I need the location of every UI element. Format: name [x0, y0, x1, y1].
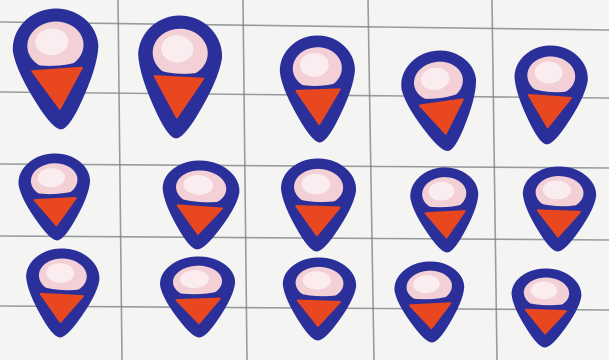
cone-fill [524, 308, 567, 335]
scoop-highlight [428, 181, 455, 201]
scoop-highlight [46, 263, 75, 283]
cone-rim [521, 86, 579, 99]
cone-fill [536, 209, 581, 238]
cone-rim [411, 90, 470, 105]
ice-cream-cone-drawing [394, 261, 465, 343]
cone-rim [289, 197, 348, 209]
cone-rim [530, 202, 588, 213]
cone-fill [424, 210, 466, 239]
scoop-highlight [530, 281, 558, 300]
ice-cream-cone-drawing [401, 50, 477, 152]
scoop-highlight [180, 270, 209, 289]
cone-rim [170, 197, 230, 209]
cone-fill [409, 302, 452, 330]
scoop-highlight [534, 61, 563, 84]
cone-fill [39, 292, 84, 323]
grid-line-vertical [367, 0, 375, 360]
ice-cream-cone-drawing [18, 153, 91, 241]
ice-cream-cone-drawing [279, 35, 355, 143]
grid-line-vertical [117, 0, 123, 360]
ice-cream-cone-drawing [26, 248, 100, 338]
scoop-highlight [35, 28, 69, 56]
cone-fill [527, 94, 572, 129]
scoop-highlight [301, 173, 331, 195]
scoop-highlight [183, 175, 214, 195]
ice-cream-cone-drawing [138, 15, 222, 139]
cone-drawings [12, 8, 597, 348]
ice-cream-cone-drawing [162, 160, 240, 250]
grid-line-vertical [491, 0, 498, 360]
scoop-highlight [413, 275, 440, 294]
cone-rim [518, 301, 574, 312]
cone-fill [296, 299, 341, 327]
cone-rim [168, 290, 227, 301]
scoop-highlight [302, 271, 331, 290]
ice-cream-cone-drawing [160, 256, 236, 338]
cone-rim [27, 189, 83, 201]
scoop-highlight [542, 180, 571, 200]
cone-fill [418, 98, 464, 135]
cone-rim [33, 285, 91, 297]
grid-line-horizontal [0, 21, 609, 31]
cone-fill [175, 297, 221, 325]
cone-rim [288, 81, 347, 92]
cone-fill [33, 196, 77, 227]
ice-cream-cone-drawing [280, 158, 357, 252]
ice-cream-cone-drawing [12, 8, 99, 130]
cone-rim [290, 292, 348, 303]
cone-fill [295, 88, 341, 126]
ice-cream-cone-drawing [514, 45, 588, 145]
cone-fill [153, 75, 205, 119]
cone-fill [176, 204, 223, 235]
cone-rim [402, 295, 457, 306]
scoop-highlight [299, 53, 329, 77]
cone-rim [418, 202, 472, 214]
scoop-highlight [420, 67, 450, 91]
scoop-highlight [37, 168, 66, 188]
ice-cream-cone-drawing [511, 268, 582, 348]
cone-fill [31, 66, 83, 110]
ice-cream-cone-drawing [410, 167, 479, 253]
cone-fill [295, 205, 341, 237]
grid-line-vertical [242, 0, 248, 360]
ice-cream-cone-drawing [522, 166, 597, 252]
ice-cream-cone-drawing [282, 257, 357, 341]
scoop-highlight [160, 35, 194, 63]
